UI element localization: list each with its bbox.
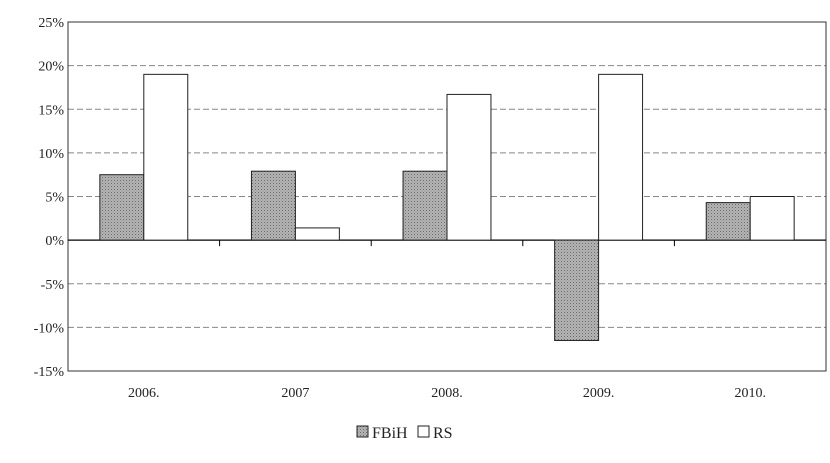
tick-labels: 25% 20% 15% 10% 5% 0% -5% -10% -15% 2006. 2007 2008… — [34, 16, 766, 401]
legend: FBiH RS — [356, 425, 453, 442]
bar-rs — [598, 73, 644, 241]
y-tick-label: 20% — [38, 60, 64, 75]
y-tick-label: -15% — [34, 365, 65, 380]
bar-fbih — [99, 174, 145, 241]
bar-rs — [749, 196, 795, 241]
x-tick-label: 2007 — [281, 386, 309, 401]
plot-border — [67, 21, 827, 372]
x-tick-label: 2008. — [431, 386, 463, 401]
x-tick-label: 2006. — [128, 386, 160, 401]
bars — [99, 73, 795, 341]
bar-rs — [294, 227, 340, 241]
y-tick-label: -5% — [41, 278, 65, 293]
x-tick-label: 2010. — [734, 386, 766, 401]
legend-label-rs: RS — [433, 425, 453, 442]
y-tick-label: 10% — [38, 147, 64, 162]
y-tick-label: -10% — [34, 321, 65, 336]
bar-rs — [143, 73, 189, 241]
x-tick-label: 2009. — [583, 386, 615, 401]
bar-fbih — [402, 170, 448, 241]
y-tick-label: 0% — [45, 234, 64, 249]
legend-swatch-fbih — [356, 425, 369, 438]
bar-fbih — [554, 239, 600, 341]
legend-swatch-rs — [417, 425, 430, 438]
legend-label-fbih: FBiH — [372, 425, 408, 442]
bar-fbih — [705, 202, 751, 241]
y-tick-label: 15% — [38, 103, 64, 118]
y-tick-label: 5% — [45, 191, 64, 206]
bar-fbih — [250, 170, 296, 241]
y-tick-label: 25% — [38, 16, 64, 31]
bar-rs — [446, 93, 492, 241]
